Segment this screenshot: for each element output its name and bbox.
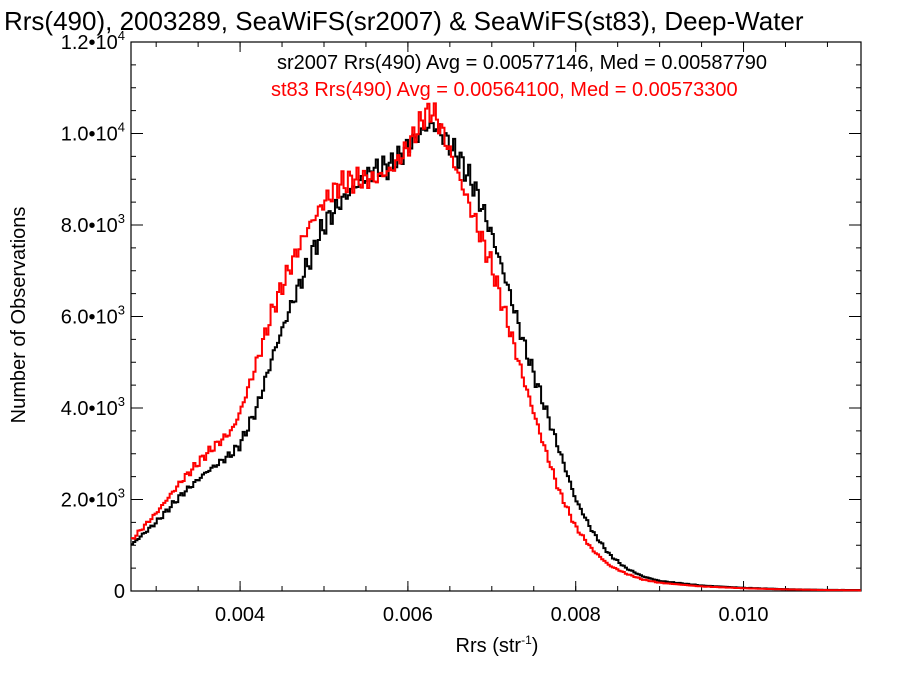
y-tick-label: 6.0•103 <box>61 303 125 329</box>
x-tick-label: 0.004 <box>215 604 265 626</box>
x-tick-label: 0.008 <box>551 604 601 626</box>
y-tick-label: 1.2•104 <box>61 28 125 54</box>
x-axis: 0.004 0.006 0.008 0.010 <box>155 42 828 626</box>
x-tick-label: 0.006 <box>383 604 433 626</box>
y-tick-label: 1.0•104 <box>61 120 125 146</box>
y-axis: 0 2.0•103 4.0•103 6.0•103 8.0•103 1.0•104 1.2•… <box>61 28 861 603</box>
x-axis-label-sup: -1 <box>521 633 532 647</box>
y-tick-label: 0 <box>114 581 125 603</box>
x-axis-label: Rrs (str-1) <box>456 633 539 657</box>
y-tick-label: 2.0•103 <box>61 486 125 512</box>
chart-title: Rrs(490), 2003289, SeaWiFS(sr2007) & Sea… <box>4 6 804 36</box>
x-axis-label-tail: ) <box>532 635 539 657</box>
plot-area: 0.004 0.006 0.008 0.010 0 2.0•103 4.0•103 6.0•… <box>61 28 862 626</box>
y-tick-label: 8.0•103 <box>61 211 125 237</box>
series-line-st83 <box>131 102 861 592</box>
series-annotation-sr2007: sr2007 Rrs(490) Avg = 0.00577146, Med = … <box>277 52 767 74</box>
x-axis-label-main: Rrs (str <box>456 635 522 657</box>
y-axis-label: Number of Observations <box>8 207 30 424</box>
x-tick-label: 0.010 <box>718 604 768 626</box>
series-layer <box>131 102 861 592</box>
y-tick-label: 4.0•103 <box>61 394 125 420</box>
series-annotation-st83: st83 Rrs(490) Avg = 0.00564100, Med = 0.… <box>271 79 738 101</box>
